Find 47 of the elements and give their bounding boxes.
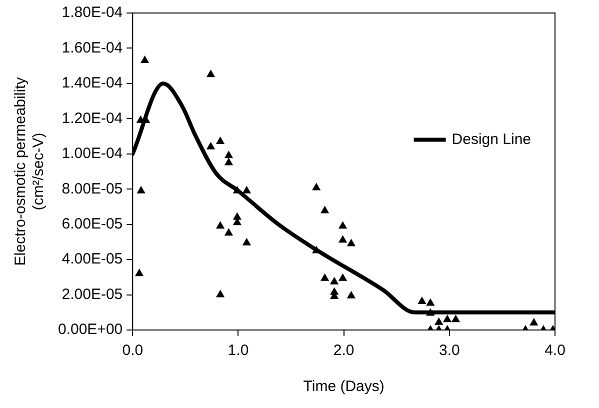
point (338, 221, 348, 229)
point (426, 298, 435, 306)
point (216, 290, 225, 298)
point (224, 158, 234, 166)
y-tick-label: 2.00E-05 (62, 286, 123, 303)
point (442, 314, 452, 322)
point (216, 136, 225, 144)
y-tick-label: 1.00E-04 (62, 145, 123, 162)
y-tick-label: 8.00E-05 (62, 180, 123, 198)
point (346, 290, 356, 298)
x-tick-label: 3.0 (438, 342, 460, 360)
point (242, 186, 252, 194)
x-tick-label: 2.0 (333, 342, 354, 360)
point (451, 314, 460, 322)
legend-label: Design Line (452, 130, 531, 148)
point (224, 228, 234, 236)
point (320, 273, 330, 281)
y-tick-label: 1.20E-04 (62, 110, 123, 127)
point (330, 276, 339, 284)
point (224, 150, 234, 158)
point (140, 56, 150, 64)
point (530, 318, 538, 326)
point (312, 182, 321, 190)
point (418, 296, 426, 304)
y-axis-title: Electro-osmotic permeability (cm²/sec-V) (12, 76, 48, 266)
point (426, 308, 435, 316)
y-tick-label: 0.00E+00 (58, 321, 123, 338)
x-axis-title: Time (Days) (303, 378, 384, 396)
point (206, 70, 216, 78)
y-tick-label: 6.00E-05 (62, 215, 123, 232)
y-tick-label: 4.00E-05 (62, 250, 123, 268)
x-tick-label: 1.0 (228, 342, 249, 360)
point (242, 238, 252, 246)
point (346, 238, 356, 246)
point (206, 142, 216, 150)
point (434, 317, 444, 325)
point (338, 235, 348, 243)
y-tick-label: 1.40E-04 (62, 74, 123, 92)
point (216, 221, 225, 229)
point (320, 206, 330, 214)
y-tick-label: 1.80E-04 (62, 4, 123, 22)
point (338, 273, 348, 281)
x-tick-label: 4.0 (544, 342, 566, 360)
point (136, 186, 146, 194)
point (134, 268, 144, 276)
y-tick-label: 1.60E-04 (62, 39, 123, 56)
x-tick-label: 0.0 (122, 342, 144, 360)
